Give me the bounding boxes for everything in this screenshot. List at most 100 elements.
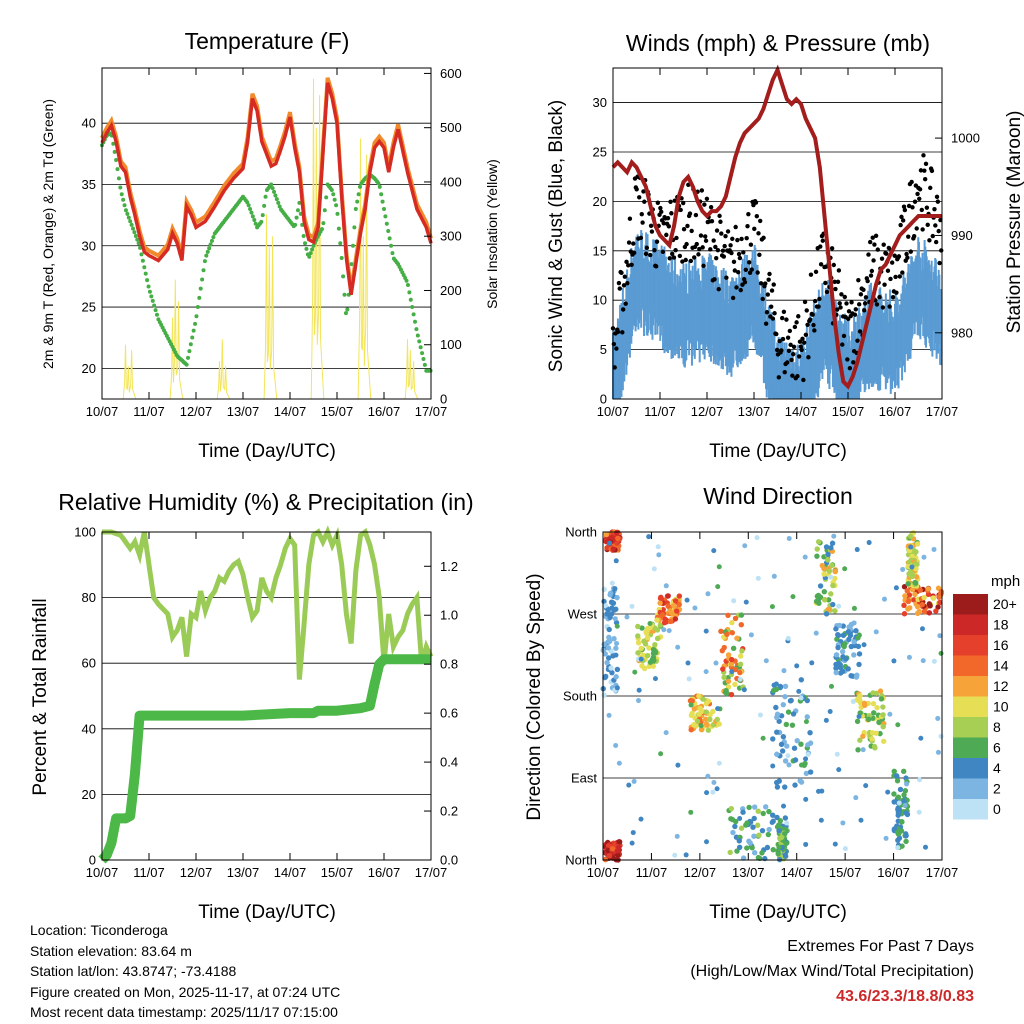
gust-point bbox=[890, 294, 896, 300]
direction-point bbox=[790, 711, 797, 717]
direction-point bbox=[732, 823, 738, 830]
gust-point bbox=[902, 207, 908, 213]
wind-y2label: Station Pressure (Maroon) bbox=[1004, 111, 1024, 334]
legend-label: 16 bbox=[993, 637, 1009, 653]
rh-ticks: 0.0 0.2 0.4 0.6 0.8 1.0 1.2 10/07 11/07 12/07 13/0… bbox=[86, 532, 458, 880]
direction-point bbox=[788, 697, 794, 704]
direction-point bbox=[602, 603, 609, 609]
direction-xtick-label: 13/07 bbox=[732, 865, 765, 880]
temperature-ytick-label: 35 bbox=[82, 177, 96, 192]
direction-point bbox=[814, 546, 820, 552]
direction-point bbox=[780, 734, 787, 740]
gust-point bbox=[752, 226, 757, 232]
direction-point bbox=[610, 546, 616, 552]
direction-point bbox=[782, 831, 788, 837]
direction-point bbox=[776, 828, 782, 834]
direction-point bbox=[895, 829, 901, 835]
direction-point bbox=[652, 641, 658, 648]
direction-xtick-label: 17/07 bbox=[926, 865, 959, 880]
gust-point bbox=[784, 317, 789, 322]
gust-point bbox=[904, 251, 909, 257]
direction-point bbox=[652, 676, 658, 682]
wind-plot-area: 0 5 10 15 20 25 30 bbox=[593, 64, 944, 407]
dewpoint-point bbox=[303, 241, 308, 246]
gust-point bbox=[930, 233, 935, 239]
rh-y2tick-label: 0.0 bbox=[440, 853, 458, 868]
gust-point bbox=[806, 355, 811, 360]
gust-point bbox=[774, 347, 780, 353]
dewpoint-point bbox=[335, 211, 340, 216]
direction-point bbox=[760, 810, 766, 817]
gust-point bbox=[882, 282, 887, 287]
gust-point bbox=[639, 211, 644, 217]
direction-point bbox=[609, 846, 616, 852]
direction-point bbox=[853, 674, 860, 680]
direction-point bbox=[615, 852, 621, 858]
direction-point bbox=[842, 846, 848, 852]
direction-point bbox=[665, 603, 671, 609]
direction-point bbox=[756, 832, 762, 838]
direction-point bbox=[770, 846, 776, 853]
direction-point bbox=[921, 554, 927, 560]
gust-point bbox=[746, 211, 751, 217]
dewpoint-point bbox=[274, 197, 279, 202]
dewpoint-point bbox=[308, 251, 313, 256]
direction-point bbox=[773, 686, 780, 692]
gust-point bbox=[611, 341, 617, 347]
legend-swatch bbox=[953, 676, 988, 697]
direction-series bbox=[600, 529, 944, 863]
gust-point bbox=[779, 348, 784, 353]
gust-point bbox=[615, 329, 621, 335]
direction-point bbox=[891, 658, 897, 664]
dewpoint-point bbox=[140, 258, 145, 263]
gust-point bbox=[921, 153, 926, 158]
direction-point bbox=[774, 784, 781, 790]
direction-point bbox=[746, 804, 752, 811]
direction-point bbox=[832, 608, 838, 614]
rh-xtick-label: 11/07 bbox=[133, 865, 165, 880]
wind-xtick-label: 15/07 bbox=[832, 404, 865, 419]
gust-point bbox=[758, 218, 763, 224]
dewpoint-point bbox=[204, 253, 209, 258]
direction-point bbox=[931, 546, 937, 552]
wind-xtick-label: 17/07 bbox=[926, 404, 959, 419]
recent-timestamp: Most recent data timestamp: 2025/11/17 0… bbox=[30, 1004, 338, 1020]
direction-point bbox=[816, 788, 822, 794]
direction-point bbox=[775, 848, 781, 854]
direction-point bbox=[737, 653, 744, 659]
gust-point bbox=[708, 247, 713, 252]
direction-point bbox=[769, 819, 775, 825]
dewpoint-point bbox=[198, 286, 203, 291]
gust-point bbox=[884, 251, 889, 256]
direction-point bbox=[895, 845, 901, 851]
direction-point bbox=[635, 650, 641, 656]
gust-point bbox=[722, 243, 727, 249]
gust-point bbox=[835, 279, 841, 285]
gust-point bbox=[714, 228, 720, 233]
direction-point bbox=[707, 712, 713, 718]
dewpoint-point bbox=[355, 199, 360, 204]
direction-point bbox=[907, 605, 913, 611]
direction-point bbox=[836, 660, 842, 667]
direction-point bbox=[873, 629, 879, 635]
direction-point bbox=[823, 717, 829, 723]
direction-point bbox=[873, 690, 880, 696]
direction-point bbox=[711, 780, 717, 786]
gust-point bbox=[681, 200, 686, 206]
direction-point bbox=[860, 733, 866, 739]
direction-point bbox=[721, 674, 727, 681]
gust-point bbox=[906, 234, 911, 239]
dewpoint-point bbox=[211, 235, 216, 240]
gust-point bbox=[724, 275, 729, 280]
rh-xtick-label: 17/07 bbox=[415, 865, 448, 880]
direction-point bbox=[700, 696, 706, 702]
direction-point bbox=[728, 805, 735, 812]
rh-y2tick-label: 0.2 bbox=[440, 804, 458, 819]
direction-point bbox=[774, 814, 780, 821]
direction-point bbox=[635, 623, 641, 630]
dewpoint-point bbox=[331, 192, 336, 197]
direction-point bbox=[848, 643, 854, 650]
direction-point bbox=[751, 850, 758, 856]
direction-point bbox=[687, 698, 694, 704]
dewpoint-point bbox=[304, 246, 309, 251]
